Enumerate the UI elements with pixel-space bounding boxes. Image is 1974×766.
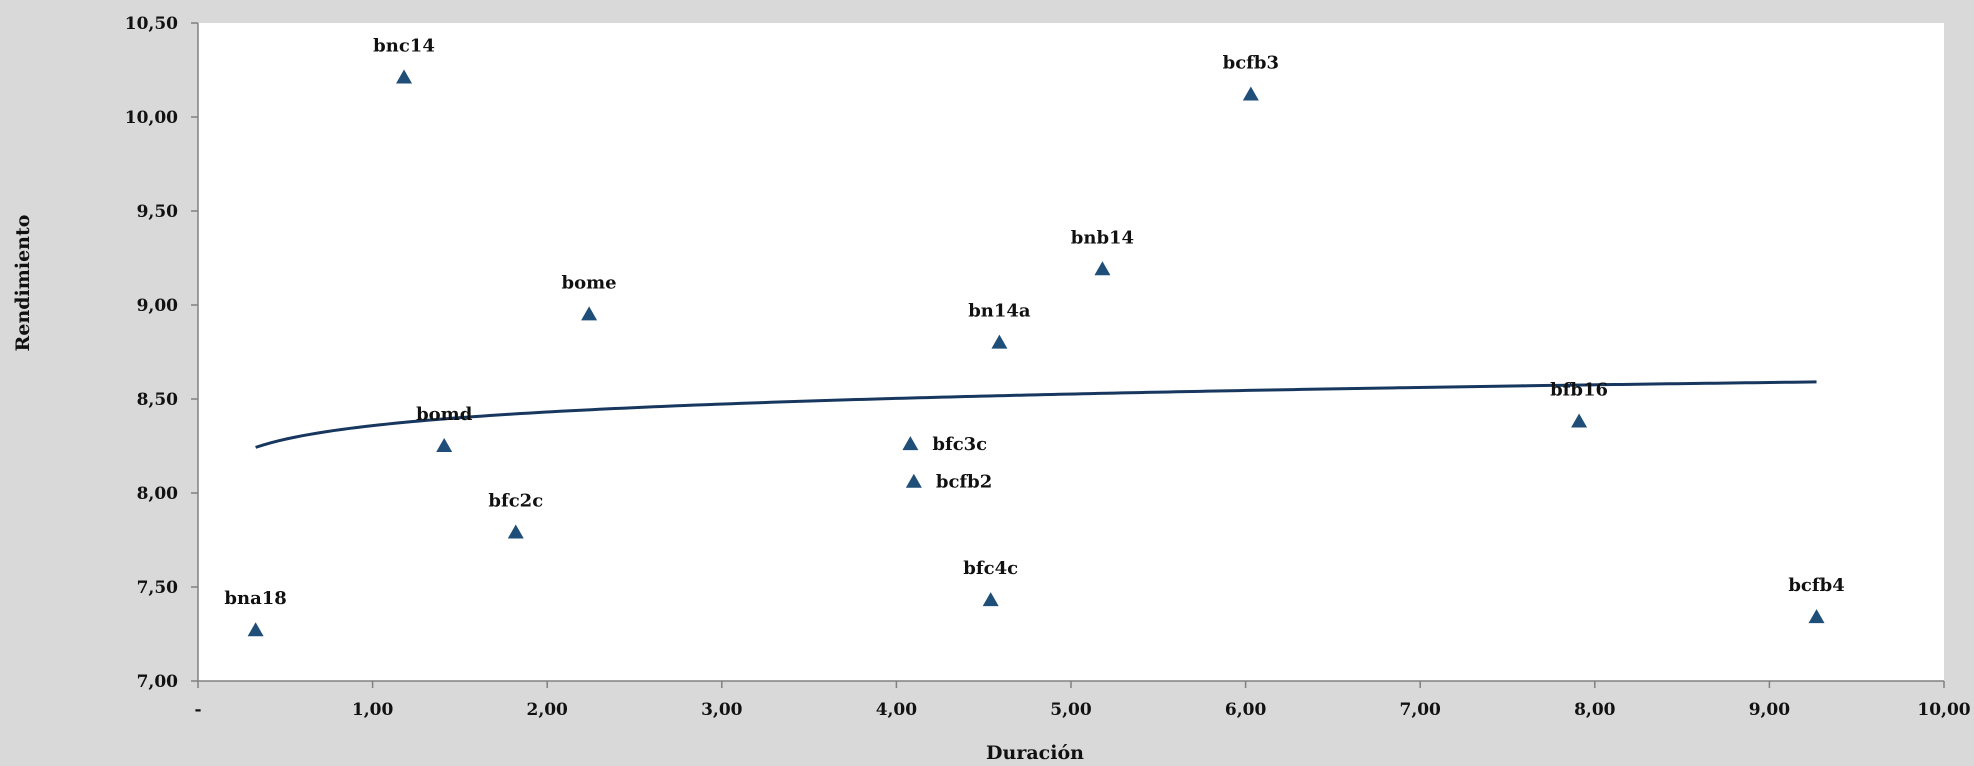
y-tick-label: 8,00	[137, 484, 179, 504]
x-axis-title: Duración	[986, 742, 1084, 762]
data-label-bcfb4: bcfb4	[1788, 575, 1844, 596]
data-point-bnb14	[1094, 261, 1111, 276]
y-tick-label: 10,50	[125, 14, 178, 34]
data-point-bn14a	[991, 334, 1008, 349]
y-axis-title: Rendimiento	[12, 215, 34, 352]
x-tick-label: 6,00	[1225, 700, 1267, 720]
data-point-bcfb4	[1808, 609, 1825, 624]
data-point-bfc3c	[902, 436, 919, 451]
data-label-bcfb2: bcfb2	[936, 472, 992, 493]
x-tick-label: 3,00	[701, 700, 743, 720]
data-label-bfc3c: bfc3c	[932, 434, 987, 455]
x-tick-label: 1,00	[352, 700, 394, 720]
data-label-bome: bome	[562, 272, 617, 293]
data-label-bna18: bna18	[224, 588, 286, 609]
y-tick-label: 9,50	[137, 202, 179, 222]
data-label-bfc2c: bfc2c	[488, 490, 543, 511]
data-label-bnb14: bnb14	[1071, 227, 1134, 248]
points-layer: bna18 bnc14 bomd bfc2c bome bfc3c bcfb2 bfc4c bn…	[224, 36, 1845, 637]
x-tick-label: 8,00	[1574, 700, 1616, 720]
x-tick-label: 5,00	[1050, 700, 1092, 720]
y-tick-label: 7,00	[137, 672, 179, 692]
data-point-bnc14	[396, 69, 413, 84]
data-point-bfb16	[1571, 413, 1588, 428]
trendline	[255, 380, 1817, 449]
plot-area	[198, 23, 1944, 681]
data-label-bomd: bomd	[416, 404, 473, 425]
x-tick-label: 10,00	[1917, 700, 1970, 720]
data-label-bfc4c: bfc4c	[963, 558, 1018, 579]
data-point-bcfb3	[1242, 86, 1259, 101]
x-tick-label: 7,00	[1399, 700, 1441, 720]
data-point-bcfb2	[905, 473, 922, 488]
data-label-bcfb3: bcfb3	[1223, 52, 1279, 73]
y-tick-label: 9,00	[137, 296, 179, 316]
y-tick-label: 7,50	[137, 578, 179, 598]
x-tick-label: 2,00	[526, 700, 568, 720]
axes-layer: 7,00 7,50 8,00 8,50 9,00 9,50 10,00 10,50 - 1,00 2…	[125, 14, 1971, 720]
data-point-bfc4c	[982, 592, 999, 607]
data-label-bn14a: bn14a	[968, 301, 1031, 322]
trendline-layer	[255, 380, 1817, 449]
data-point-bna18	[247, 622, 264, 637]
data-point-bfc2c	[507, 524, 524, 539]
data-label-bfb16: bfb16	[1550, 380, 1608, 401]
x-tick-label: 4,00	[876, 700, 918, 720]
data-point-bome	[581, 306, 598, 321]
data-label-bnc14: bnc14	[373, 36, 435, 57]
y-tick-label: 8,50	[137, 390, 179, 410]
x-tick-label: -	[194, 700, 201, 720]
x-tick-label: 9,00	[1749, 700, 1791, 720]
y-tick-label: 10,00	[125, 108, 178, 128]
data-point-bomd	[436, 438, 453, 452]
